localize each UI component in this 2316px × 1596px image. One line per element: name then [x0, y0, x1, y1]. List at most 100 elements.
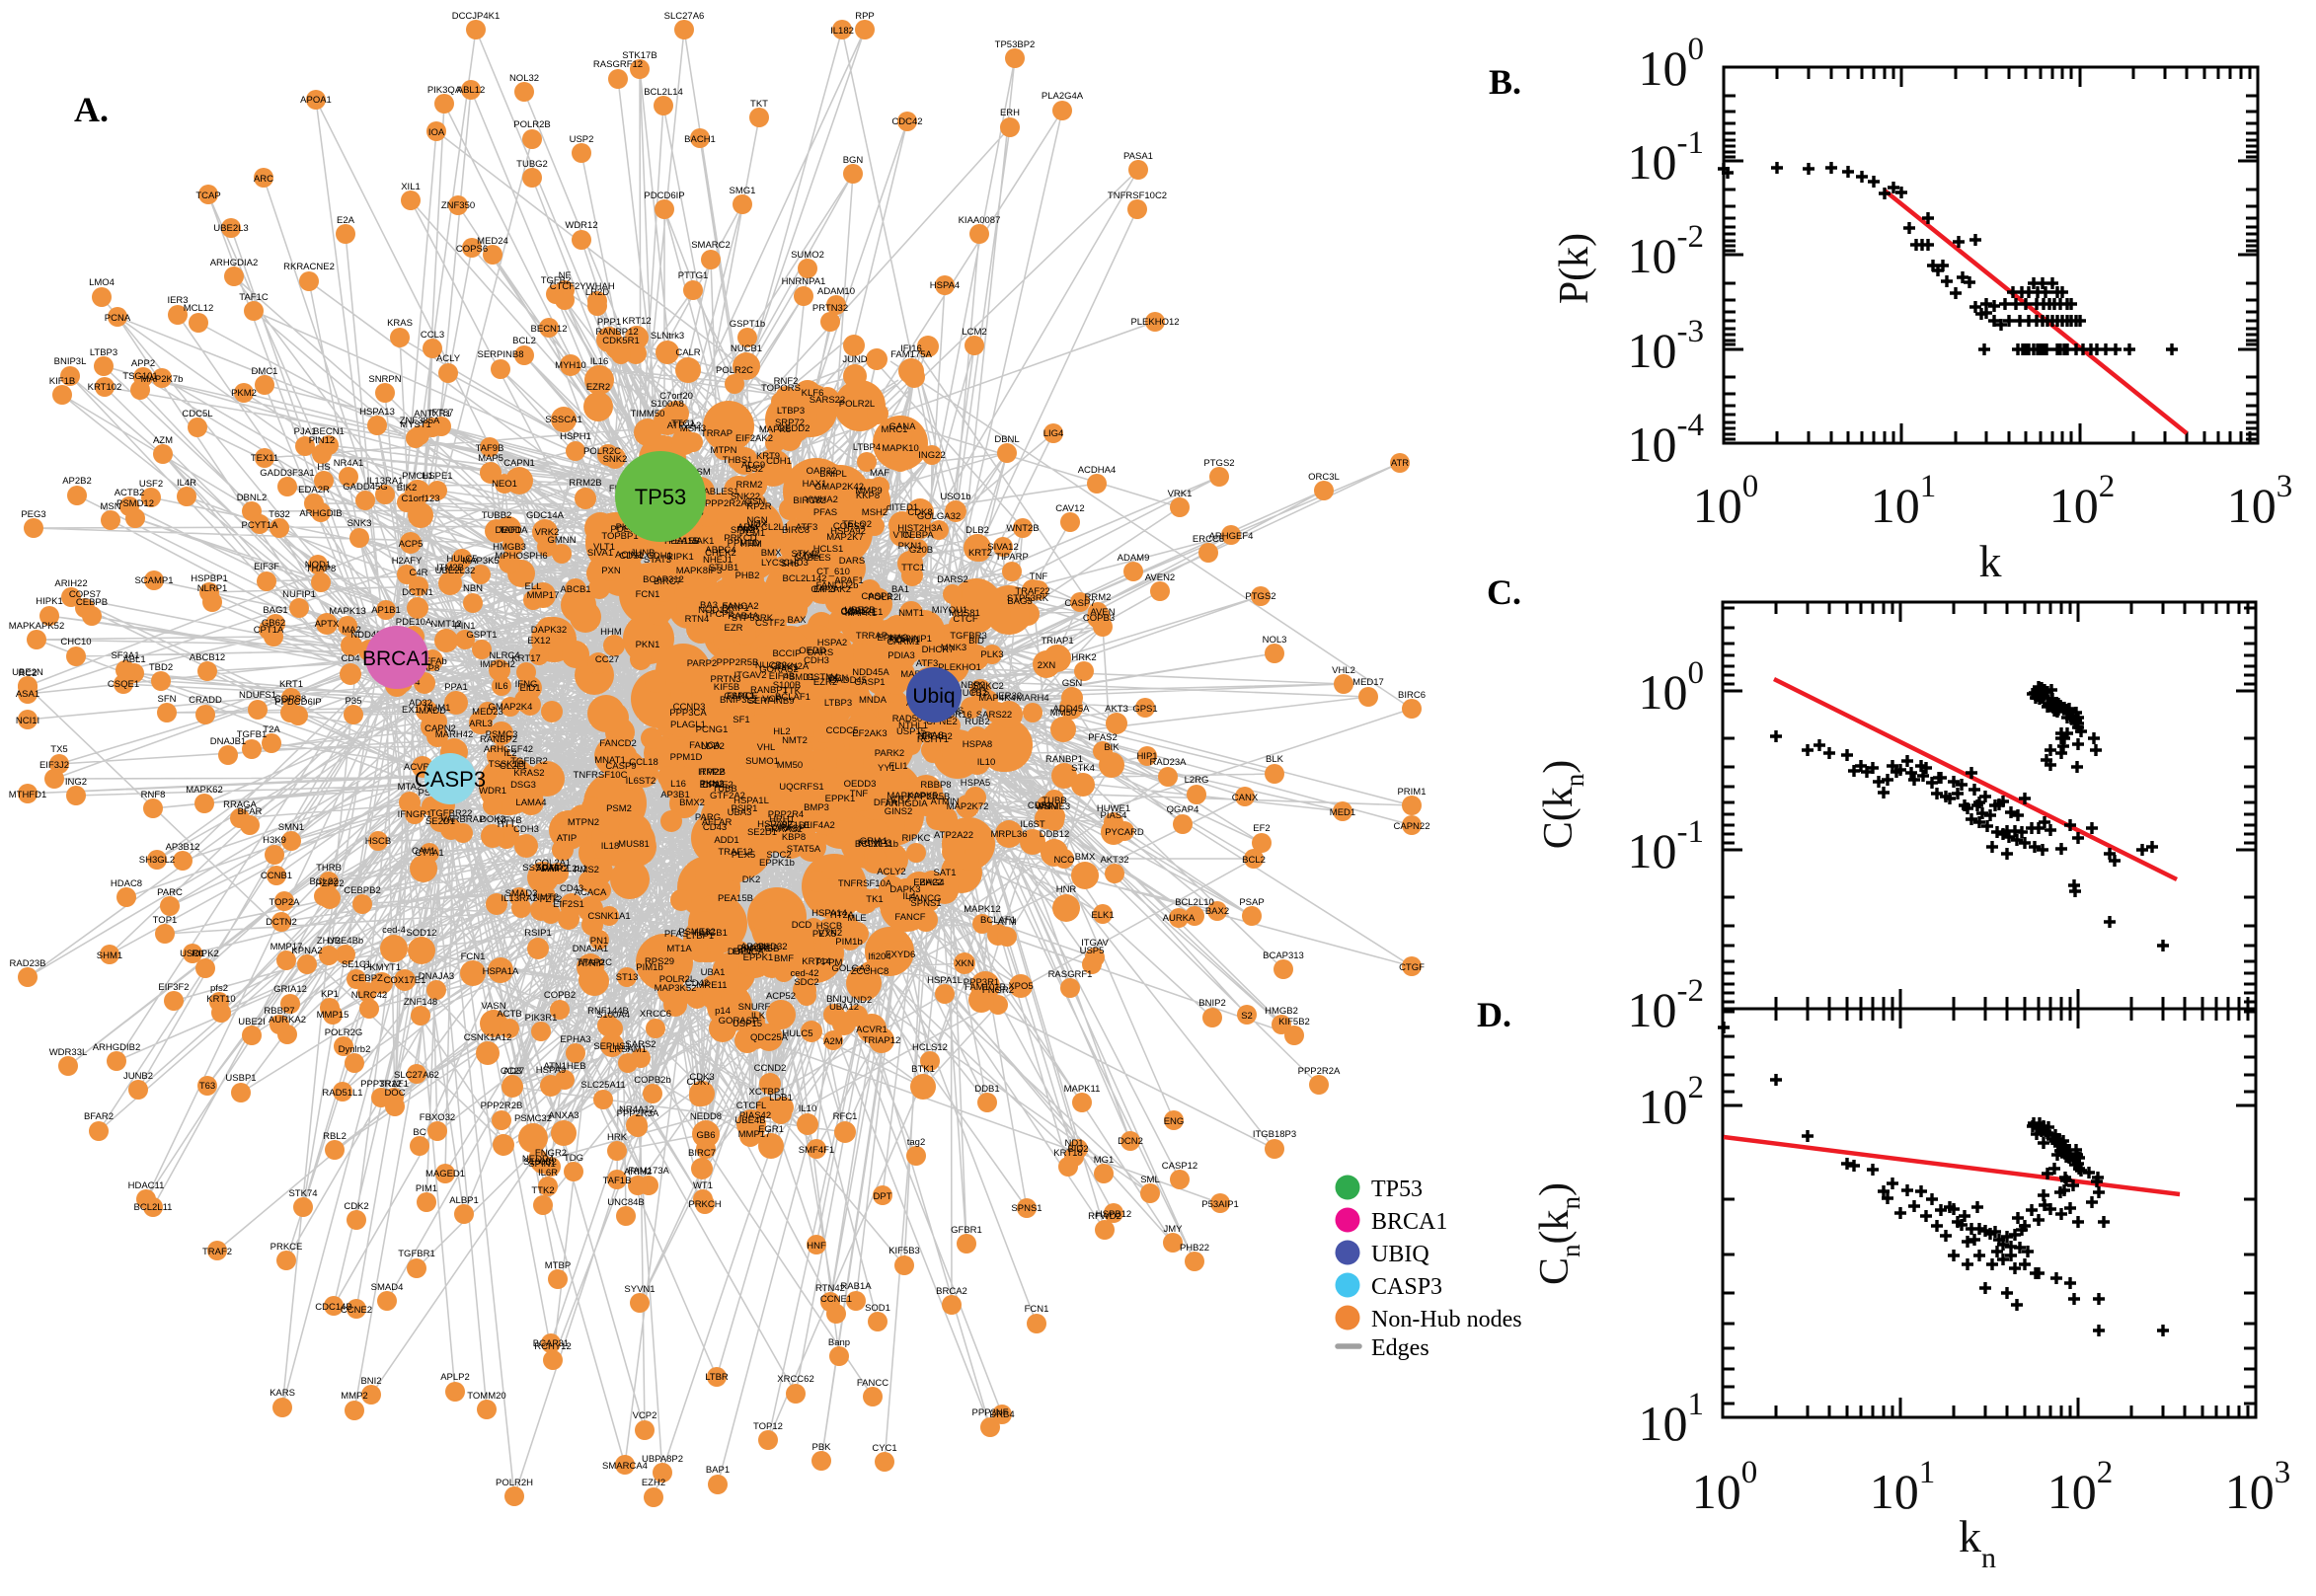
svg-text:BCLAF1: BCLAF1: [775, 692, 811, 703]
svg-text:NTHL1: NTHL1: [898, 721, 928, 731]
svg-text:JUNB2: JUNB2: [123, 1071, 153, 1082]
svg-text:PN1: PN1: [590, 936, 608, 947]
svg-text:RASGRF1: RASGRF1: [1048, 969, 1093, 980]
svg-text:HMGB1: HMGB1: [694, 928, 728, 939]
svg-text:PPP1: PPP1: [597, 317, 621, 328]
svg-text:BS2: BS2: [745, 464, 763, 475]
svg-text:SPNS1: SPNS1: [1011, 1203, 1042, 1214]
svg-text:PIK3R1: PIK3R1: [525, 1013, 558, 1024]
svg-text:PPM1D: PPM1D: [728, 538, 760, 549]
svg-text:CD4: CD4: [341, 653, 359, 664]
svg-text:PIM1: PIM1: [416, 1183, 437, 1194]
svg-text:ABCB12: ABCB12: [190, 652, 225, 663]
svg-text:VCP: VCP: [762, 694, 782, 705]
svg-text:S100A4: S100A4: [596, 1010, 630, 1021]
svg-text:TELO2: TELO2: [842, 519, 872, 530]
svg-text:CTGF: CTGF: [1399, 962, 1425, 973]
svg-text:HSPBP1: HSPBP1: [191, 573, 228, 584]
svg-text:BCL2: BCL2: [1242, 855, 1266, 866]
svg-text:ITM2B: ITM2B: [436, 563, 464, 573]
svg-text:SFN2: SFN2: [731, 525, 754, 536]
svg-text:100: 100: [1639, 655, 1705, 720]
svg-text:COPS8: COPS8: [274, 694, 306, 705]
svg-text:HSPA5: HSPA5: [961, 778, 990, 789]
svg-text:SPIN1: SPIN1: [528, 1159, 555, 1170]
svg-text:PPP3CA: PPP3CA: [669, 708, 707, 719]
svg-text:CASP3: CASP3: [1371, 1274, 1442, 1300]
svg-text:RAD51L1: RAD51L1: [322, 1088, 362, 1099]
svg-text:CD42: CD42: [685, 978, 709, 989]
svg-text:AP2B1: AP2B1: [740, 942, 770, 952]
svg-text:T2A: T2A: [263, 724, 280, 735]
svg-text:TEX11: TEX11: [251, 453, 278, 464]
svg-text:CDK5R1: CDK5R1: [602, 336, 640, 346]
svg-text:NMT12: NMT12: [430, 619, 461, 630]
svg-text:APAFCL2L1: APAFCL2L1: [536, 864, 587, 874]
svg-text:WNT2B: WNT2B: [1006, 523, 1039, 534]
svg-text:RPP2: RPP2: [700, 767, 725, 778]
svg-text:MNK3: MNK3: [941, 643, 966, 653]
svg-text:GADD45: GADD45: [829, 675, 867, 686]
svg-text:TOP2A: TOP2A: [270, 897, 301, 908]
svg-text:HSPA1L: HSPA1L: [733, 796, 769, 806]
svg-text:CEBPB: CEBPB: [76, 597, 108, 608]
svg-text:KCNIP3: KCNIP3: [858, 838, 891, 849]
svg-text:CAPN1: CAPN1: [503, 458, 535, 469]
svg-text:KIAA0087: KIAA0087: [959, 215, 1001, 226]
svg-text:AURKA: AURKA: [1163, 913, 1196, 924]
svg-text:TNFRSF10C2: TNFRSF10C2: [1108, 190, 1167, 201]
svg-text:PFAS: PFAS: [813, 507, 837, 518]
svg-text:T63: T63: [199, 1081, 215, 1092]
svg-text:NF: NF: [559, 270, 572, 281]
svg-text:THRB: THRB: [316, 863, 342, 874]
svg-text:PPP2NF: PPP2NF: [972, 1407, 1009, 1418]
svg-text:ENG: ENG: [1164, 1116, 1185, 1127]
svg-text:BIK2: BIK2: [397, 483, 418, 494]
svg-text:EIF4B: EIF4B: [769, 671, 795, 682]
svg-text:DCTN1: DCTN1: [402, 587, 433, 598]
svg-text:PRTN32: PRTN32: [812, 303, 848, 314]
svg-text:CTTA1: CTTA1: [415, 848, 443, 859]
svg-text:BRCA1: BRCA1: [362, 647, 431, 670]
svg-text:KP1: KP1: [321, 989, 339, 1000]
svg-text:FANCD2: FANCD2: [599, 738, 636, 749]
svg-text:CDH3: CDH3: [513, 824, 539, 835]
svg-text:POLR2C: POLR2C: [583, 446, 621, 457]
svg-text:COPS7: COPS7: [69, 589, 101, 600]
svg-text:CDH3: CDH3: [804, 655, 829, 666]
svg-text:NOD1: NOD1: [305, 560, 331, 570]
svg-text:MUS81: MUS81: [949, 608, 980, 619]
svg-text:ZNF385A: ZNF385A: [400, 416, 440, 426]
svg-text:VRK1: VRK1: [1168, 489, 1193, 499]
svg-text:ATMIN: ATMIN: [931, 797, 960, 807]
svg-text:RRAS2: RRAS2: [771, 824, 803, 835]
svg-text:AD32: AD32: [409, 698, 432, 709]
svg-text:WDR16: WDR16: [939, 710, 971, 721]
svg-text:APTX: APTX: [315, 619, 340, 630]
svg-text:PSMD1: PSMD1: [783, 672, 815, 683]
svg-text:S100B2: S100B2: [523, 1157, 557, 1168]
svg-text:ACTB: ACTB: [497, 1009, 521, 1020]
svg-text:OEDD3: OEDD3: [844, 779, 877, 790]
svg-text:P53AIP1: P53AIP1: [1201, 1199, 1239, 1210]
svg-text:PLEKHO12: PLEKHO12: [1130, 317, 1179, 328]
svg-text:WDR12: WDR12: [565, 220, 597, 231]
svg-text:ACLY2: ACLY2: [877, 867, 905, 877]
svg-text:MIYOU1: MIYOU1: [932, 605, 967, 616]
svg-text:LDB1: LDB1: [769, 1093, 793, 1103]
svg-text:COPB2b: COPB2b: [634, 1075, 671, 1086]
svg-text:IL10: IL10: [799, 1103, 817, 1114]
svg-text:DSG3: DSG3: [510, 780, 536, 791]
svg-text:MRC1: MRC1: [882, 424, 908, 435]
svg-text:CEBPA: CEBPA: [902, 530, 934, 541]
svg-text:STP53RK: STP53RK: [1007, 593, 1049, 604]
svg-text:DMC1: DMC1: [252, 366, 278, 377]
svg-text:MAP2K7: MAP2K7: [826, 532, 864, 543]
svg-text:TUBG2: TUBG2: [516, 159, 548, 170]
svg-text:HIP1: HIP1: [1136, 751, 1157, 762]
svg-text:CAV12: CAV12: [1055, 503, 1084, 514]
svg-text:FANCA2: FANCA2: [723, 601, 759, 612]
svg-text:RRAGA: RRAGA: [223, 799, 257, 810]
svg-text:PKM2: PKM2: [231, 388, 257, 399]
svg-text:CDC14B: CDC14B: [315, 1302, 352, 1313]
